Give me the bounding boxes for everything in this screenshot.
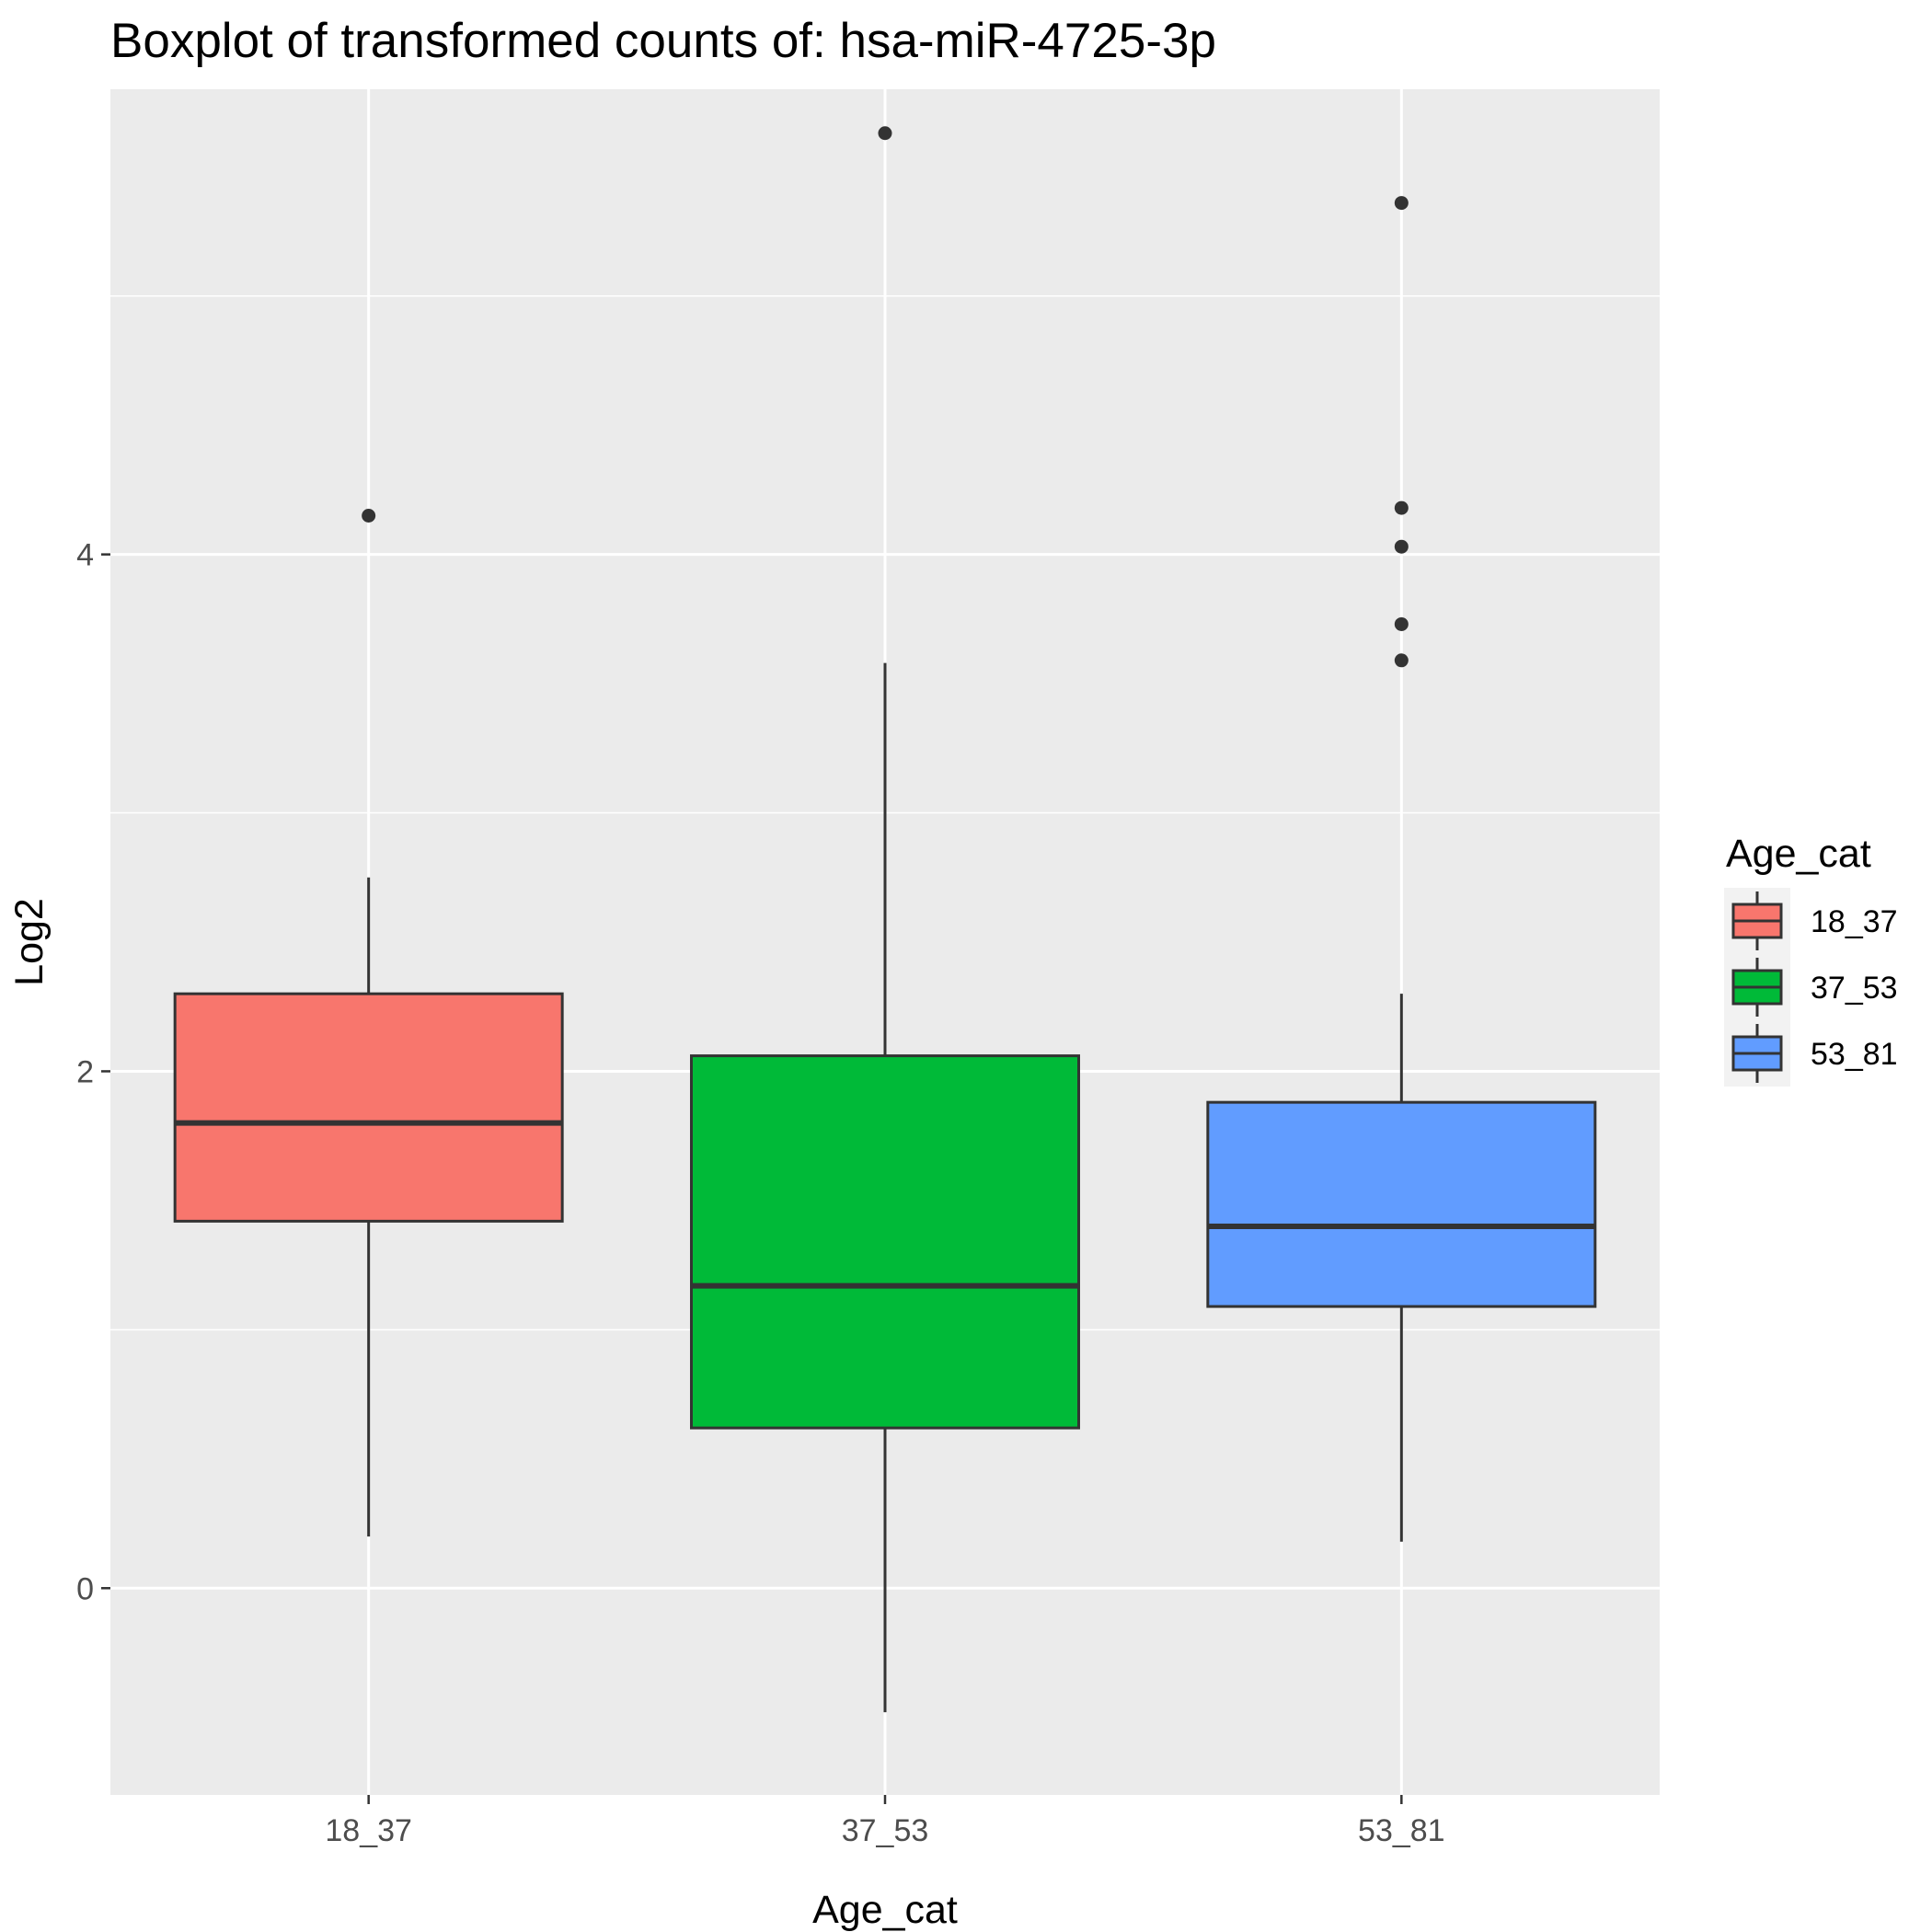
box-group-37_53 xyxy=(690,126,1080,1713)
chart-title: Boxplot of transformed counts of: hsa-mi… xyxy=(110,14,1216,68)
legend: Age_cat 18_37 37_53 53_81 xyxy=(1724,832,1898,1087)
y-axis-title: Log2 xyxy=(7,898,52,986)
legend-label: 53_81 xyxy=(1811,1037,1898,1072)
legend-key-18_37 xyxy=(1731,891,1783,950)
box-group-53_81 xyxy=(1206,196,1597,1542)
x-tick-label: 18_37 xyxy=(325,1813,412,1848)
outlier-point xyxy=(1394,196,1409,211)
outlier-point xyxy=(1394,616,1409,631)
box-body xyxy=(173,992,564,1223)
outlier-point xyxy=(1394,500,1409,515)
y-tick-label: 4 xyxy=(76,538,94,573)
outlier-point xyxy=(878,126,892,141)
legend-label: 18_37 xyxy=(1811,904,1898,939)
y-tick-label: 0 xyxy=(76,1571,94,1606)
legend-key-53_81 xyxy=(1731,1024,1783,1083)
legend-title: Age_cat xyxy=(1726,832,1871,876)
outlier-point xyxy=(1394,539,1409,554)
axes: 0 2 4 18_37 37_53 53_81 xyxy=(76,538,1445,1848)
box-body xyxy=(690,1054,1080,1430)
box-body xyxy=(1206,1100,1597,1308)
x-tick-label: 37_53 xyxy=(842,1813,929,1848)
outlier-point xyxy=(1394,653,1409,668)
x-tick-label: 53_81 xyxy=(1358,1813,1445,1848)
legend-label: 37_53 xyxy=(1811,971,1898,1006)
box-group-18_37 xyxy=(173,509,564,1537)
legend-key-37_53 xyxy=(1731,958,1783,1017)
outlier-point xyxy=(362,509,376,523)
x-axis-title: Age_cat xyxy=(812,1888,958,1932)
y-tick-label: 2 xyxy=(76,1054,94,1089)
boxes xyxy=(173,126,1597,1713)
